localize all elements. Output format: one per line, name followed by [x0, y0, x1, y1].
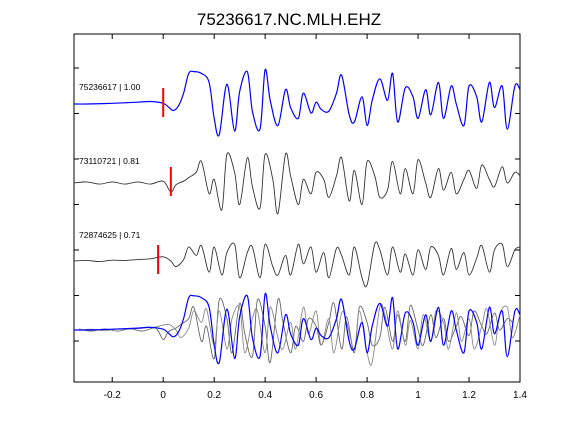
- x-tick-label: 0: [160, 390, 166, 401]
- overlay-trace-1: [79, 297, 513, 363]
- trace-line-1: [73, 152, 521, 215]
- trace-group: [73, 68, 521, 288]
- plot-frame: [73, 33, 521, 383]
- y-axis-ticks: [74, 67, 520, 342]
- pick-markers: [157, 88, 172, 274]
- x-tick-label: 0.8: [360, 390, 374, 401]
- x-tick-label: 0.4: [258, 390, 272, 401]
- x-tick-label: 0.2: [207, 390, 221, 401]
- trace-labels: 75236617 | 1.00 73110721 | 0.81 72874625 |…: [79, 82, 141, 240]
- overlay-trace-group: [73, 292, 521, 366]
- trace-line-2: [73, 241, 521, 288]
- trace-label-0: 75236617 | 1.00: [79, 82, 141, 92]
- trace-line-0: [73, 68, 521, 137]
- x-tick-label: 1.4: [513, 390, 527, 401]
- trace-label-2: 72874625 | 0.71: [79, 230, 141, 240]
- x-tick-label: 1.2: [462, 390, 476, 401]
- trace-label-1: 73110721 | 0.81: [79, 156, 140, 166]
- overlay-trace-0: [73, 292, 521, 365]
- x-tick-label: 0.6: [309, 390, 323, 401]
- x-tick-label: 1: [415, 390, 421, 401]
- x-tick-label: -0.2: [104, 390, 122, 401]
- x-axis: -0.2 0 0.2 0.4 0.6 0.8 1 1.2 1.4: [104, 34, 527, 401]
- chart-title: 75236617.NC.MLH.EHZ: [197, 10, 381, 29]
